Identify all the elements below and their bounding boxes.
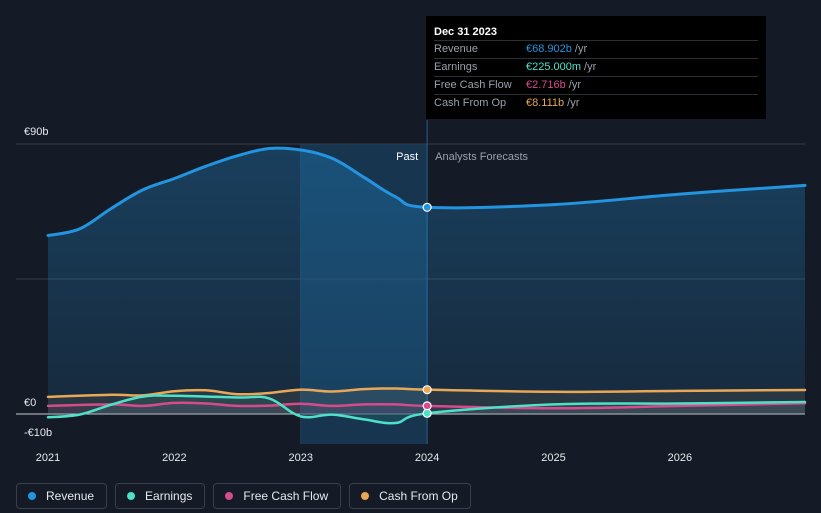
x-tick-label: 2024 bbox=[415, 452, 439, 464]
y-tick-label: €90b bbox=[24, 126, 48, 138]
legend-item-revenue[interactable]: Revenue bbox=[16, 483, 108, 509]
tooltip: Dec 31 2023 Revenue €68.902b /yr Earning… bbox=[426, 16, 766, 119]
x-tick-label: 2026 bbox=[668, 452, 692, 464]
legend-dot-icon bbox=[127, 492, 136, 500]
tooltip-row-value: €225.000m bbox=[526, 61, 582, 73]
legend-label: Earnings bbox=[145, 489, 193, 503]
tooltip-row-earnings: Earnings €225.000m /yr bbox=[434, 58, 758, 76]
tooltip-row-unit: /yr bbox=[574, 43, 588, 55]
line-cash-from-op bbox=[46, 387, 807, 399]
series-lines bbox=[46, 146, 807, 425]
tooltip-row-unit: /yr bbox=[567, 97, 580, 109]
tooltip-row-free-cash-flow: Free Cash Flow €2.716b /yr bbox=[434, 76, 758, 94]
tooltip-row-value: €2.716b bbox=[526, 79, 566, 91]
x-tick-label: 2023 bbox=[289, 452, 313, 464]
y-tick-label: €0 bbox=[24, 397, 36, 409]
x-tick-label: 2021 bbox=[36, 452, 60, 464]
legend-dot-icon bbox=[28, 492, 36, 500]
tooltip-row-unit: /yr bbox=[584, 61, 597, 73]
analysts-forecasts-label: Analysts Forecasts bbox=[435, 151, 528, 163]
line-free-cash-flow bbox=[46, 401, 807, 410]
area-revenue bbox=[48, 148, 805, 414]
x-tick-label: 2022 bbox=[162, 452, 186, 464]
past-label: Past bbox=[396, 151, 418, 163]
tooltip-row-label: Free Cash Flow bbox=[434, 79, 512, 91]
line-earnings bbox=[46, 394, 807, 425]
marker-earnings bbox=[422, 408, 432, 418]
legend-label: Revenue bbox=[46, 489, 95, 503]
tooltip-row-value: €68.902b bbox=[526, 43, 572, 55]
region-labels: Past Analysts Forecasts bbox=[396, 151, 528, 163]
marker-revenue bbox=[422, 202, 432, 212]
marker-cash-from-op bbox=[422, 385, 432, 395]
tooltip-row-label: Revenue bbox=[434, 43, 479, 55]
x-tick-label: 2025 bbox=[541, 452, 565, 464]
tooltip-row-value: €8.111b bbox=[526, 97, 565, 109]
tooltip-row-revenue: Revenue €68.902b /yr bbox=[434, 40, 758, 58]
y-axis-labels: €90b €0 -€10b bbox=[24, 126, 52, 439]
legend-label: Cash From Op bbox=[379, 489, 458, 503]
legend-item-cash-from-op[interactable]: Cash From Op bbox=[349, 483, 471, 509]
tooltip-row-label: Earnings bbox=[434, 61, 478, 73]
hover-markers bbox=[422, 202, 432, 418]
line-revenue bbox=[46, 146, 807, 237]
y-tick-label: -€10b bbox=[24, 427, 52, 439]
legend: Revenue Earnings Free Cash Flow Cash Fro… bbox=[16, 483, 471, 509]
legend-label: Free Cash Flow bbox=[243, 489, 329, 503]
tooltip-row-cash-from-op: Cash From Op €8.111b /yr bbox=[434, 94, 758, 112]
legend-item-earnings[interactable]: Earnings bbox=[115, 483, 206, 509]
x-axis-labels: 2021 2022 2023 2024 2025 2026 bbox=[36, 452, 692, 464]
tooltip-date: Dec 31 2023 bbox=[434, 26, 497, 38]
marker-free-cash-flow bbox=[422, 401, 432, 411]
tooltip-row-label: Cash From Op bbox=[434, 97, 507, 109]
legend-dot-icon bbox=[361, 492, 370, 500]
legend-dot-icon bbox=[225, 492, 234, 500]
tooltip-row-unit: /yr bbox=[568, 79, 581, 91]
legend-item-free-cash-flow[interactable]: Free Cash Flow bbox=[213, 483, 342, 509]
